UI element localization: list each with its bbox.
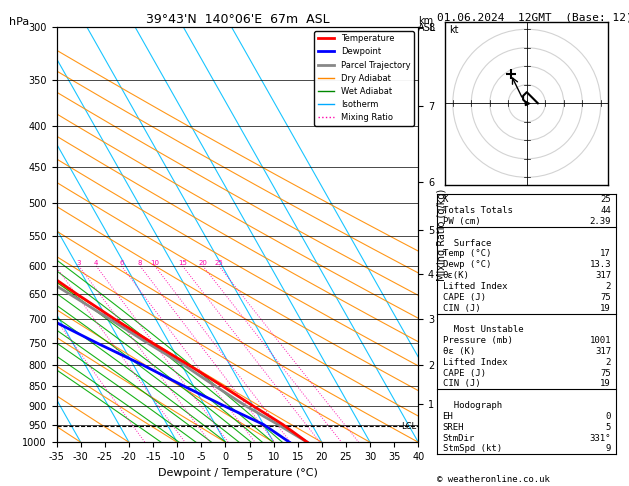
Text: CIN (J): CIN (J): [443, 380, 480, 388]
Text: Totals Totals: Totals Totals: [443, 206, 513, 215]
Text: 2: 2: [606, 358, 611, 367]
Text: Lifted Index: Lifted Index: [443, 358, 507, 367]
Text: 6: 6: [120, 260, 124, 266]
Text: 8: 8: [138, 260, 142, 266]
Text: 44: 44: [600, 206, 611, 215]
Text: hPa: hPa: [9, 17, 30, 27]
Text: Hodograph: Hodograph: [443, 401, 502, 410]
Y-axis label: Mixing Ratio (g/kg): Mixing Ratio (g/kg): [437, 189, 447, 280]
Text: StmDir: StmDir: [443, 434, 475, 443]
Text: θε (K): θε (K): [443, 347, 475, 356]
Text: 0: 0: [606, 412, 611, 421]
Text: ASL: ASL: [418, 23, 437, 34]
Text: © weatheronline.co.uk: © weatheronline.co.uk: [437, 474, 550, 484]
Text: 25: 25: [214, 260, 223, 266]
Text: 331°: 331°: [589, 434, 611, 443]
Text: 317: 317: [595, 271, 611, 280]
Text: Surface: Surface: [443, 239, 491, 248]
Text: K: K: [443, 195, 448, 204]
Text: PW (cm): PW (cm): [443, 217, 480, 226]
Text: 1001: 1001: [589, 336, 611, 345]
Text: 9: 9: [606, 445, 611, 453]
Text: 10: 10: [150, 260, 159, 266]
Text: 317: 317: [595, 347, 611, 356]
Text: 15: 15: [178, 260, 187, 266]
Text: 75: 75: [600, 293, 611, 302]
Text: 4: 4: [94, 260, 98, 266]
Text: kt: kt: [449, 25, 459, 35]
Text: SREH: SREH: [443, 423, 464, 432]
Text: EH: EH: [443, 412, 454, 421]
Text: 20: 20: [199, 260, 208, 266]
Text: 19: 19: [600, 380, 611, 388]
Text: CAPE (J): CAPE (J): [443, 293, 486, 302]
Legend: Temperature, Dewpoint, Parcel Trajectory, Dry Adiabat, Wet Adiabat, Isotherm, Mi: Temperature, Dewpoint, Parcel Trajectory…: [314, 31, 414, 125]
X-axis label: Dewpoint / Temperature (°C): Dewpoint / Temperature (°C): [157, 468, 318, 478]
Text: CIN (J): CIN (J): [443, 304, 480, 312]
Text: 01.06.2024  12GMT  (Base: 12): 01.06.2024 12GMT (Base: 12): [437, 12, 629, 22]
Text: 2: 2: [606, 282, 611, 291]
Text: CAPE (J): CAPE (J): [443, 369, 486, 378]
Text: θε(K): θε(K): [443, 271, 469, 280]
Text: km: km: [418, 16, 433, 26]
Text: 3: 3: [77, 260, 81, 266]
Text: Dewp (°C): Dewp (°C): [443, 260, 491, 269]
Text: Pressure (mb): Pressure (mb): [443, 336, 513, 345]
Text: 5: 5: [606, 423, 611, 432]
Text: StmSpd (kt): StmSpd (kt): [443, 445, 502, 453]
Text: Temp (°C): Temp (°C): [443, 249, 491, 259]
Text: 2.39: 2.39: [589, 217, 611, 226]
Text: 19: 19: [600, 304, 611, 312]
Text: 25: 25: [600, 195, 611, 204]
Text: Most Unstable: Most Unstable: [443, 325, 523, 334]
Text: 75: 75: [600, 369, 611, 378]
Text: LCL: LCL: [401, 422, 416, 431]
Title: 39°43'N  140°06'E  67m  ASL: 39°43'N 140°06'E 67m ASL: [146, 13, 329, 26]
Text: 13.3: 13.3: [589, 260, 611, 269]
Text: 17: 17: [600, 249, 611, 259]
Text: Lifted Index: Lifted Index: [443, 282, 507, 291]
